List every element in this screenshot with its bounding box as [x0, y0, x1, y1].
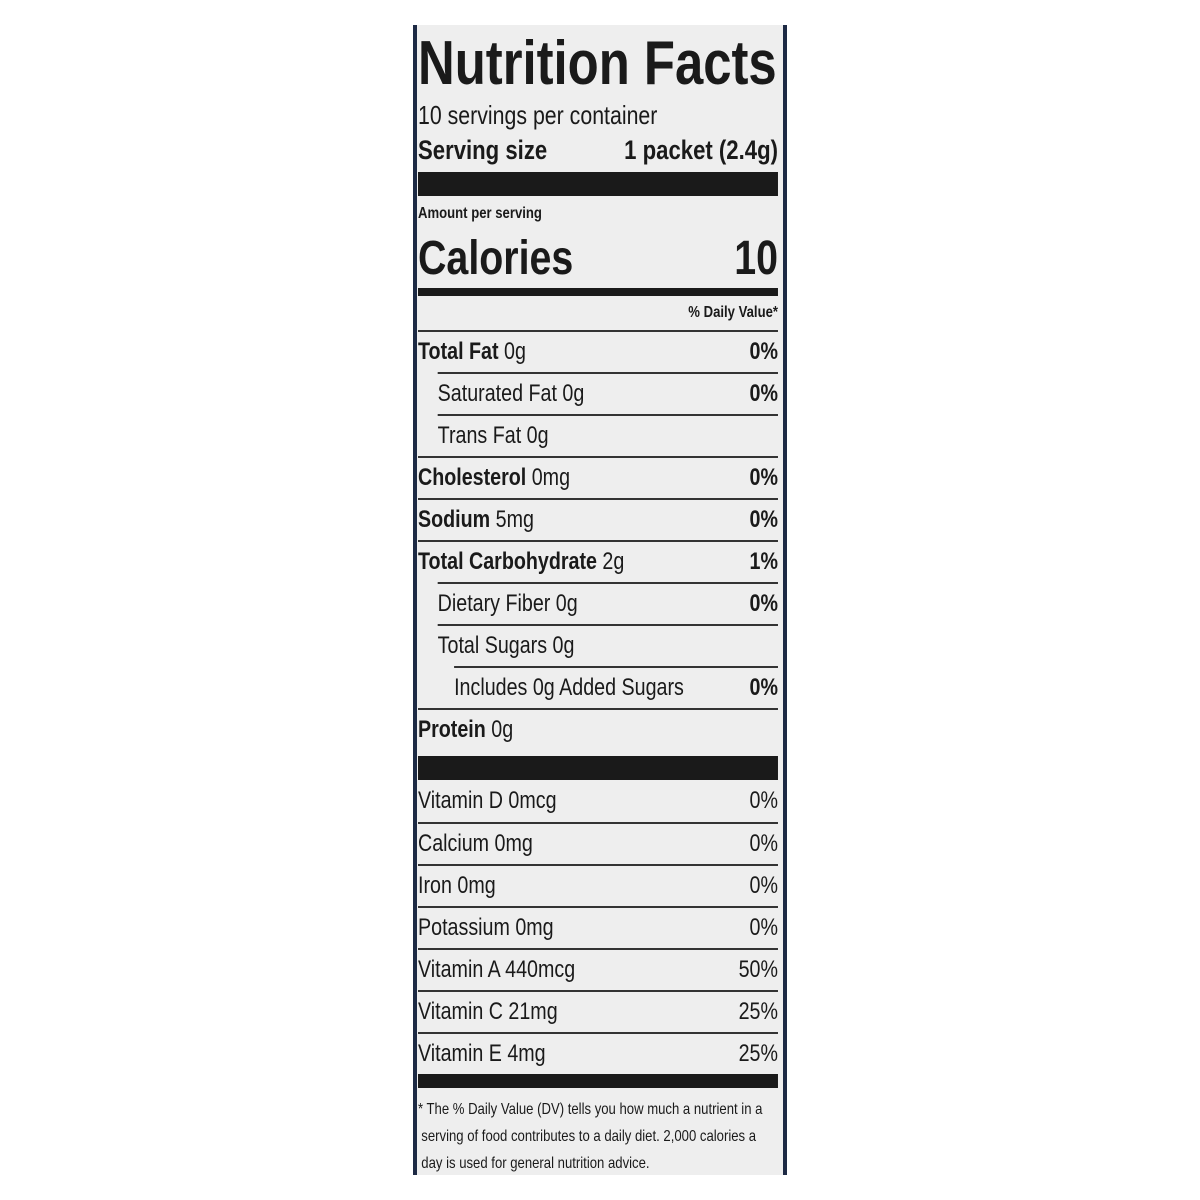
daily-value: 1%: [749, 548, 778, 575]
nutrient-name: Sodium: [418, 506, 491, 533]
nutrient-row: Trans Fat 0g: [437, 414, 778, 456]
vitamin-row: Vitamin D 0mcg 0%: [418, 780, 778, 822]
nutrient-name: Total Fat: [418, 338, 499, 365]
nutrition-label: Nutrition Facts 10 servings per containe…: [418, 30, 778, 1177]
nutrient-row: Total Carbohydrate 2g 1%: [418, 540, 778, 582]
serving-size-label: Serving size: [418, 135, 548, 165]
vitamin-label: Vitamin D 0mcg: [418, 787, 557, 814]
amount-per-serving: Amount per serving: [418, 205, 542, 222]
vitamin-label: Potassium 0mg: [418, 914, 554, 941]
nutrient-row: Saturated Fat 0g 0%: [437, 372, 778, 414]
vitamin-row: Potassium 0mg 0%: [418, 906, 778, 948]
nutrient-name: Total Carbohydrate: [418, 548, 597, 575]
nutrient-amount: 0g: [526, 422, 549, 449]
nutrient-amount: 0mg: [531, 464, 571, 491]
nutrient-row: Total Fat 0g 0%: [418, 330, 778, 372]
daily-value: 0%: [749, 506, 778, 533]
daily-value: 25%: [738, 998, 778, 1025]
vitamin-label: Vitamin C 21mg: [418, 998, 558, 1025]
vitamin-row: Vitamin A 440mcg 50%: [418, 948, 778, 990]
nutrient-text: Cholesterol 0mg: [418, 458, 570, 498]
nutrient-row: Total Sugars 0g: [437, 624, 778, 666]
nutrient-text: Dietary Fiber 0g: [438, 584, 578, 624]
nutrient-amount: 0g: [552, 632, 575, 659]
nutrient-row: Includes 0g Added Sugars 0%: [454, 666, 778, 708]
footnote: * The % Daily Value (DV) tells you how m…: [418, 1101, 763, 1172]
vitamin-label: Vitamin E 4mg: [418, 1040, 546, 1067]
nutrient-amount: 0g: [504, 338, 526, 365]
calories-value: 10: [734, 232, 778, 285]
calories-row: Calories 10: [418, 232, 778, 286]
nutrient-amount: 0g: [555, 590, 578, 617]
vitamin-label: Calcium 0mg: [418, 830, 533, 857]
daily-value: 0%: [749, 787, 778, 814]
nutrient-name: Protein: [418, 716, 486, 743]
daily-value: 25%: [738, 1040, 778, 1067]
title: Nutrition Facts: [418, 29, 777, 98]
nutrient-amount: 5mg: [495, 506, 534, 533]
nutrient-amount: 0g: [562, 380, 585, 407]
nutrient-amount: 2g: [602, 548, 625, 575]
daily-value: 0%: [749, 380, 778, 407]
nutrient-text: Saturated Fat 0g: [438, 374, 585, 414]
daily-value-heading: % Daily Value*: [688, 304, 778, 321]
daily-value: 0%: [749, 872, 778, 899]
calories-label: Calories: [418, 232, 574, 285]
nutrient-text: Includes 0g Added Sugars: [454, 668, 684, 708]
nutrient-name: Dietary Fiber: [437, 590, 551, 617]
thick-rule: [418, 172, 778, 196]
nutrient-row: Protein 0g: [418, 708, 778, 750]
servings: 10 servings per container: [418, 100, 658, 130]
nutrient-name: Cholesterol: [418, 464, 527, 491]
vitamin-row: Vitamin C 21mg 25%: [418, 990, 778, 1032]
vitamin-row: Vitamin E 4mg 25%: [418, 1032, 778, 1074]
vitamin-row: Iron 0mg 0%: [418, 864, 778, 906]
nutrient-name: Saturated Fat: [437, 380, 557, 407]
vitamin-row: Calcium 0mg 0%: [418, 822, 778, 864]
vitamin-label: Iron 0mg: [418, 872, 496, 899]
daily-value: 0%: [749, 830, 778, 857]
nutrient-label: Includes 0g Added Sugars: [454, 674, 684, 701]
nutrient-row: Sodium 5mg 0%: [418, 498, 778, 540]
label-panel: [413, 25, 787, 1175]
daily-value: 0%: [749, 590, 778, 617]
daily-value: 50%: [738, 956, 778, 983]
nutrient-name: Total Sugars: [437, 632, 548, 659]
daily-value: 0%: [749, 338, 778, 365]
nutrient-text: Protein 0g: [418, 710, 513, 750]
serving-size-value: 1 packet (2.4g): [624, 135, 778, 165]
nutrient-text: Total Sugars 0g: [438, 626, 575, 666]
nutrient-text: Total Carbohydrate 2g: [418, 542, 624, 582]
medium-rule: [418, 1074, 778, 1088]
daily-value: 0%: [749, 674, 778, 701]
daily-value: 0%: [749, 464, 778, 491]
nutrient-row: Dietary Fiber 0g 0%: [437, 582, 778, 624]
vitamin-label: Vitamin A 440mcg: [418, 956, 576, 983]
nutrient-text: Trans Fat 0g: [438, 416, 549, 456]
thick-rule: [418, 756, 778, 780]
serving-size: Serving size 1 packet (2.4g): [418, 132, 778, 168]
nutrient-row: Cholesterol 0mg 0%: [418, 456, 778, 498]
nutrient-list: Total Fat 0g 0% Saturated Fat 0g 0% Trans Fa…: [418, 330, 778, 750]
vitamin-list: Vitamin D 0mcg 0% Calcium 0mg 0% Iron 0mg 0% P…: [418, 780, 778, 1074]
nutrient-text: Sodium 5mg: [418, 500, 534, 540]
nutrient-text: Total Fat 0g: [418, 332, 526, 372]
medium-rule: [418, 288, 778, 296]
nutrient-amount: 0g: [491, 716, 514, 743]
daily-value: 0%: [749, 914, 778, 941]
nutrient-name: Trans Fat: [437, 422, 522, 449]
